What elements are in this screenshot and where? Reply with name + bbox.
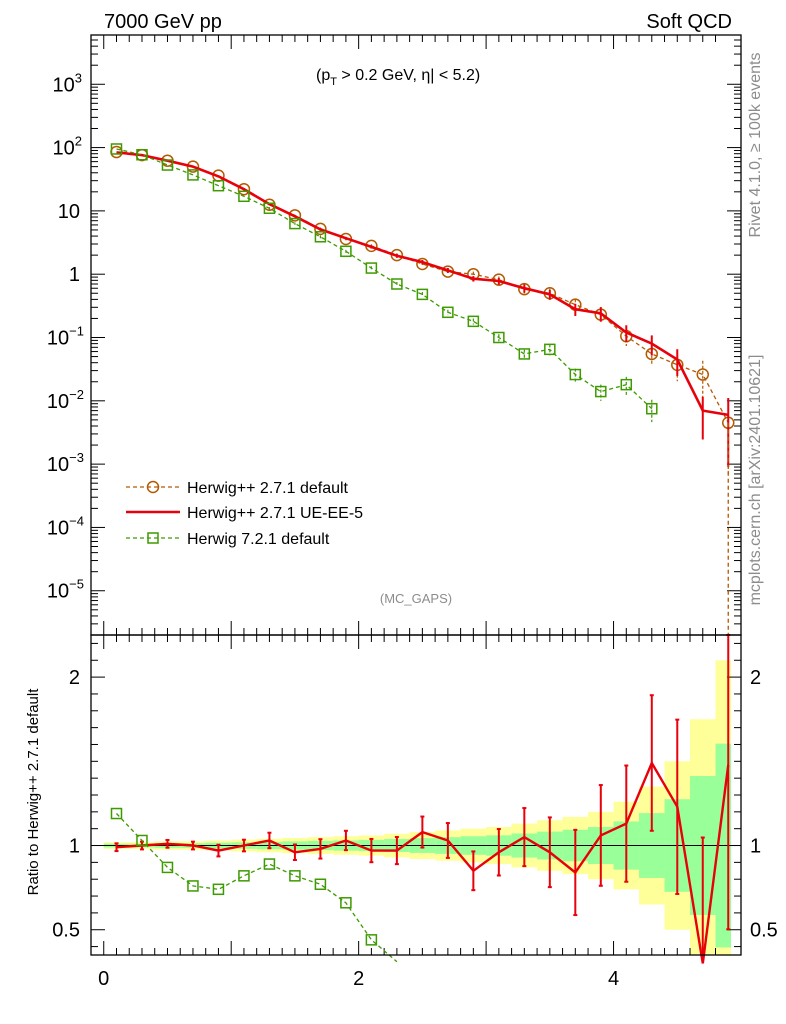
y-tick-base: 10 [47,517,69,539]
ratio-point-square [238,870,250,882]
y-tick-label: 10−2 [47,387,84,413]
y-tick-base: 10 [53,74,75,96]
data-point-square [136,149,148,161]
data-point-square [263,202,276,215]
data-point-circle [237,182,251,196]
y-tick-label: 10−3 [47,450,84,476]
series-line-herwigpp-default [116,151,729,424]
series-line-herwig7-default [116,148,653,410]
data-point-square [416,288,429,301]
series-line-herwigpp-ueee5 [116,151,729,417]
header-left: 7000 GeV pp [104,11,222,33]
data-point-square [289,217,301,230]
legend-label-herwigpp-ueee5: Herwig++ 2.7.1 UE-EE-5 [187,505,363,522]
x-tick-label: 0 [98,968,109,990]
data-point-square [161,159,174,171]
legend-label-herwig7-default: Herwig 7.2.1 default [187,531,330,548]
data-point-square [442,306,454,319]
data-point-square [467,315,480,328]
ratio-tick-label-right: 0.5 [750,920,778,942]
y-tick-base: 10 [47,391,69,413]
data-point-circle [314,222,327,236]
legend-label-herwigpp-default: Herwig++ 2.7.1 default [187,480,349,497]
data-point-circle [288,209,302,222]
x-tick-label: 4 [608,968,619,990]
y-tick-label: 103 [53,70,82,96]
analysis-tag: (MC_GAPS) [380,591,452,606]
legend-entry-herwig7-default: Herwig 7.2.1 default [126,531,330,548]
ratio-point-square [340,897,352,909]
cuts-label: (pT > 0.2 GeV, η| < 5.2) [316,67,480,88]
ratio-series [110,634,731,964]
legend-marker-square [147,532,159,544]
mcplots-label: mcplots.cern.ch [arXiv:2401.10621] [747,355,764,606]
y-tick-exponent: −5 [69,577,84,592]
ratio-point-square [136,834,148,847]
y-tick-exponent: −3 [69,450,84,465]
y-tick-label: 102 [53,134,82,160]
legend: Herwig++ 2.7.1 default Herwig++ 2.7.1 UE… [126,480,363,548]
ratio-point-square [212,883,225,896]
ratio-tick-label-right: 1 [750,836,761,858]
ratio-panel-frame [90,634,742,956]
data-point-square [595,385,607,398]
y-tick-exponent: 2 [75,134,82,149]
data-point-square [314,231,327,243]
data-point-square [187,169,199,181]
ratio-tick-label: 2 [69,667,80,689]
data-point-square [493,331,505,344]
y-tick-base: 10 [47,454,69,476]
y-tick-exponent: −1 [69,324,84,339]
y-tick-label: 10−4 [47,513,84,539]
data-point-square [518,348,531,360]
rivet-label: Rivet 4.1.0, ≥ 100k events [747,53,764,238]
data-point-square [569,368,582,381]
y-tick-base: 10 [47,328,69,350]
ratio-line-herwig7-default [116,813,398,963]
data-point-square [544,343,556,356]
ratio-point-square [289,870,301,882]
data-point-square [646,402,658,415]
y-tick-base: 10 [47,581,69,603]
ratio-tick-label: 1 [69,836,80,858]
ratio-ylabel: Ratio to Herwig++ 2.7.1 default [25,688,42,896]
y-tick-base: 10 [53,138,75,160]
ratio-bands [103,660,731,955]
ratio-tick-label-right: 2 [750,667,761,689]
cuts-part1: (p [316,67,330,84]
data-point-square [238,190,250,203]
data-point-square [620,378,633,391]
data-point-square [110,143,123,155]
legend-entry-herwigpp-default: Herwig++ 2.7.1 default [126,480,349,497]
ratio-point-square [161,861,174,874]
data-point-square [340,245,352,258]
header-right: Soft QCD [646,11,732,33]
ratio-point-square [110,807,123,820]
legend-entry-herwigpp-ueee5: Herwig++ 2.7.1 UE-EE-5 [126,505,363,522]
y-tick-exponent: −4 [69,513,84,528]
y-tick-exponent: 3 [75,70,82,85]
legend-marker-circle [146,480,160,494]
y-tick-exponent: −2 [69,387,84,402]
x-tick-label: 2 [353,968,364,990]
ratio-tick-label: 0.5 [52,920,80,942]
data-point-circle [696,368,710,381]
y-tick-label: 10−1 [47,324,84,350]
cuts-part2: > 0.2 GeV, η| < 5.2) [337,67,480,84]
y-tick-label: 10−5 [47,577,84,603]
data-point-square [365,262,378,274]
main-series [110,143,735,635]
ratio-point-square [187,880,199,892]
ratio-point-square [365,934,378,946]
ratio-point-square [263,858,276,870]
data-point-square [391,278,403,290]
ratio-point-square [314,878,327,891]
y-tick-label: 1 [69,264,80,286]
y-tick-label: 10 [58,201,80,223]
ratio-axis-ticks: 0 2 4 0.5 0.5 1 1 2 2 [52,635,778,990]
cuts-sub: T [330,76,337,88]
data-point-square [212,179,225,192]
